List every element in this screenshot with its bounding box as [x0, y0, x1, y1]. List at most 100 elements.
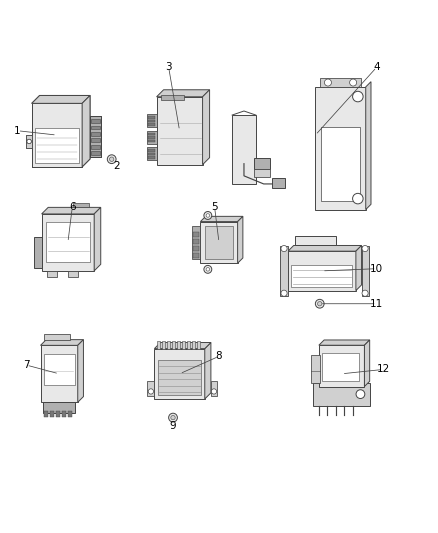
- Polygon shape: [288, 246, 362, 251]
- Bar: [91, 145, 99, 149]
- Bar: [288, 251, 356, 290]
- Text: 12: 12: [377, 365, 390, 374]
- Polygon shape: [237, 216, 243, 263]
- Bar: [158, 360, 201, 395]
- Polygon shape: [154, 343, 211, 349]
- Bar: [192, 341, 195, 349]
- Bar: [32, 103, 82, 167]
- Polygon shape: [82, 95, 90, 167]
- Bar: [157, 341, 160, 349]
- Bar: [90, 116, 101, 157]
- Polygon shape: [201, 216, 243, 222]
- Bar: [50, 411, 54, 417]
- Polygon shape: [319, 340, 370, 345]
- Bar: [320, 78, 360, 87]
- Circle shape: [169, 413, 177, 422]
- Text: 1: 1: [14, 126, 21, 136]
- Bar: [280, 246, 288, 296]
- Bar: [91, 126, 99, 130]
- Bar: [182, 341, 185, 349]
- Bar: [193, 239, 199, 244]
- Bar: [27, 135, 32, 148]
- Bar: [44, 334, 70, 340]
- Bar: [56, 411, 60, 417]
- Bar: [73, 203, 89, 207]
- Bar: [295, 236, 336, 246]
- Bar: [211, 382, 217, 397]
- Circle shape: [171, 415, 175, 420]
- Bar: [148, 133, 155, 135]
- Bar: [44, 354, 74, 385]
- Circle shape: [353, 193, 363, 204]
- Text: 3: 3: [165, 62, 172, 72]
- Circle shape: [281, 246, 287, 252]
- Bar: [254, 158, 271, 169]
- Circle shape: [148, 389, 153, 394]
- Polygon shape: [366, 82, 371, 209]
- Bar: [42, 214, 94, 271]
- Bar: [68, 411, 72, 417]
- Bar: [147, 147, 156, 160]
- Bar: [193, 246, 199, 251]
- Text: 7: 7: [23, 360, 30, 370]
- Text: 10: 10: [370, 264, 383, 273]
- Polygon shape: [42, 207, 101, 214]
- Circle shape: [211, 389, 216, 394]
- Bar: [177, 341, 180, 349]
- Circle shape: [206, 268, 209, 271]
- Circle shape: [204, 265, 212, 273]
- Bar: [44, 411, 48, 417]
- Bar: [321, 127, 360, 201]
- Circle shape: [27, 139, 32, 143]
- Bar: [254, 169, 271, 177]
- Circle shape: [206, 214, 209, 217]
- Bar: [91, 139, 99, 142]
- Text: 4: 4: [373, 62, 380, 72]
- Bar: [46, 222, 90, 262]
- Bar: [35, 128, 79, 163]
- Text: 9: 9: [170, 422, 177, 431]
- Bar: [167, 341, 170, 349]
- Bar: [91, 145, 99, 149]
- Bar: [47, 271, 57, 278]
- Polygon shape: [205, 343, 211, 399]
- Bar: [161, 95, 184, 100]
- Circle shape: [350, 79, 357, 86]
- Polygon shape: [32, 95, 90, 103]
- Bar: [187, 341, 190, 349]
- Bar: [32, 103, 82, 167]
- Text: 11: 11: [370, 298, 383, 309]
- Bar: [201, 222, 237, 263]
- Circle shape: [356, 390, 365, 399]
- Circle shape: [107, 155, 116, 164]
- Bar: [40, 345, 78, 402]
- Text: 8: 8: [215, 351, 223, 361]
- Circle shape: [318, 302, 322, 306]
- Bar: [192, 226, 201, 259]
- Bar: [311, 355, 320, 383]
- Bar: [148, 116, 155, 119]
- Bar: [193, 253, 199, 258]
- Bar: [43, 402, 75, 413]
- Bar: [156, 97, 202, 165]
- Circle shape: [27, 139, 32, 143]
- Polygon shape: [82, 95, 90, 167]
- Bar: [91, 132, 99, 136]
- Polygon shape: [78, 340, 83, 402]
- Bar: [91, 151, 99, 155]
- Bar: [91, 132, 99, 136]
- Bar: [148, 123, 155, 126]
- Bar: [148, 119, 155, 122]
- Bar: [162, 341, 165, 349]
- Bar: [148, 156, 155, 159]
- Bar: [362, 246, 368, 296]
- Bar: [197, 341, 200, 349]
- Bar: [62, 411, 66, 417]
- Bar: [90, 116, 101, 157]
- Circle shape: [353, 91, 363, 102]
- Circle shape: [110, 157, 114, 161]
- Text: 2: 2: [113, 161, 120, 171]
- Polygon shape: [94, 207, 101, 271]
- Circle shape: [281, 290, 287, 296]
- Circle shape: [315, 300, 324, 308]
